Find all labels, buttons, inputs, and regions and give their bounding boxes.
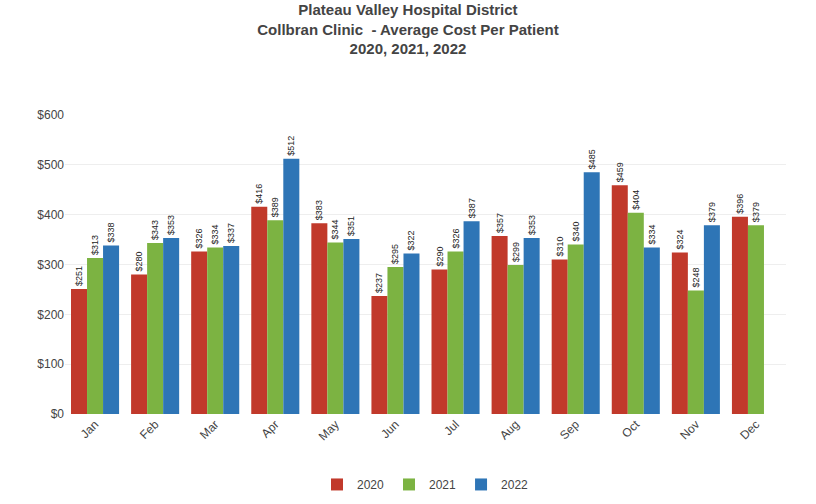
svg-text:$338: $338 bbox=[106, 223, 116, 243]
svg-text:$344: $344 bbox=[330, 220, 340, 240]
svg-text:$251: $251 bbox=[74, 266, 84, 286]
svg-text:$383: $383 bbox=[314, 200, 324, 220]
svg-text:$337: $337 bbox=[226, 223, 236, 243]
svg-text:$353: $353 bbox=[527, 215, 537, 235]
svg-text:$343: $343 bbox=[150, 220, 160, 240]
svg-text:$322: $322 bbox=[406, 231, 416, 251]
svg-text:$396: $396 bbox=[735, 194, 745, 214]
svg-text:Jun: Jun bbox=[378, 417, 402, 441]
svg-text:Mar: Mar bbox=[197, 417, 222, 442]
svg-text:2021: 2021 bbox=[429, 478, 456, 492]
svg-text:$313: $313 bbox=[90, 235, 100, 255]
svg-text:$340: $340 bbox=[571, 222, 581, 242]
svg-text:$500: $500 bbox=[37, 158, 64, 172]
svg-text:2022: 2022 bbox=[501, 478, 528, 492]
svg-text:$353: $353 bbox=[166, 215, 176, 235]
svg-text:2020: 2020 bbox=[357, 478, 384, 492]
svg-text:$100: $100 bbox=[37, 357, 64, 371]
svg-text:$334: $334 bbox=[210, 225, 220, 245]
svg-text:Oct: Oct bbox=[619, 417, 643, 441]
svg-text:$357: $357 bbox=[495, 213, 505, 233]
svg-text:$389: $389 bbox=[270, 197, 280, 217]
svg-text:Jul: Jul bbox=[441, 417, 462, 438]
svg-text:$404: $404 bbox=[631, 190, 641, 210]
svg-text:Jan: Jan bbox=[78, 417, 102, 441]
svg-text:$295: $295 bbox=[390, 244, 400, 264]
svg-text:$600: $600 bbox=[37, 108, 64, 122]
svg-text:Nov: Nov bbox=[677, 417, 702, 442]
svg-text:Apr: Apr bbox=[259, 417, 282, 440]
svg-text:Plateau Valley Hospital Distri: Plateau Valley Hospital DistrictCollbran… bbox=[257, 1, 558, 57]
svg-text:Aug: Aug bbox=[497, 417, 522, 442]
svg-text:$290: $290 bbox=[435, 246, 445, 266]
svg-text:$387: $387 bbox=[467, 198, 477, 218]
svg-text:Sep: Sep bbox=[557, 417, 582, 442]
svg-text:$512: $512 bbox=[286, 136, 296, 156]
svg-text:$351: $351 bbox=[346, 216, 356, 236]
svg-text:$0: $0 bbox=[51, 407, 65, 421]
svg-text:$237: $237 bbox=[374, 273, 384, 293]
svg-text:$400: $400 bbox=[37, 208, 64, 222]
svg-text:$299: $299 bbox=[511, 242, 521, 262]
svg-text:Feb: Feb bbox=[137, 417, 162, 442]
svg-text:$326: $326 bbox=[451, 229, 461, 249]
svg-text:$485: $485 bbox=[587, 149, 597, 169]
svg-text:$324: $324 bbox=[675, 230, 685, 250]
svg-text:$334: $334 bbox=[647, 225, 657, 245]
svg-text:$280: $280 bbox=[134, 251, 144, 271]
svg-text:$379: $379 bbox=[751, 202, 761, 222]
svg-text:$200: $200 bbox=[37, 308, 64, 322]
svg-text:$310: $310 bbox=[555, 236, 565, 256]
svg-text:$379: $379 bbox=[707, 202, 717, 222]
svg-text:Dec: Dec bbox=[737, 417, 762, 442]
svg-text:$416: $416 bbox=[254, 184, 264, 204]
svg-text:$459: $459 bbox=[615, 162, 625, 182]
svg-text:$248: $248 bbox=[691, 267, 701, 287]
svg-text:$300: $300 bbox=[37, 258, 64, 272]
svg-text:May: May bbox=[316, 417, 342, 443]
svg-text:$326: $326 bbox=[194, 229, 204, 249]
